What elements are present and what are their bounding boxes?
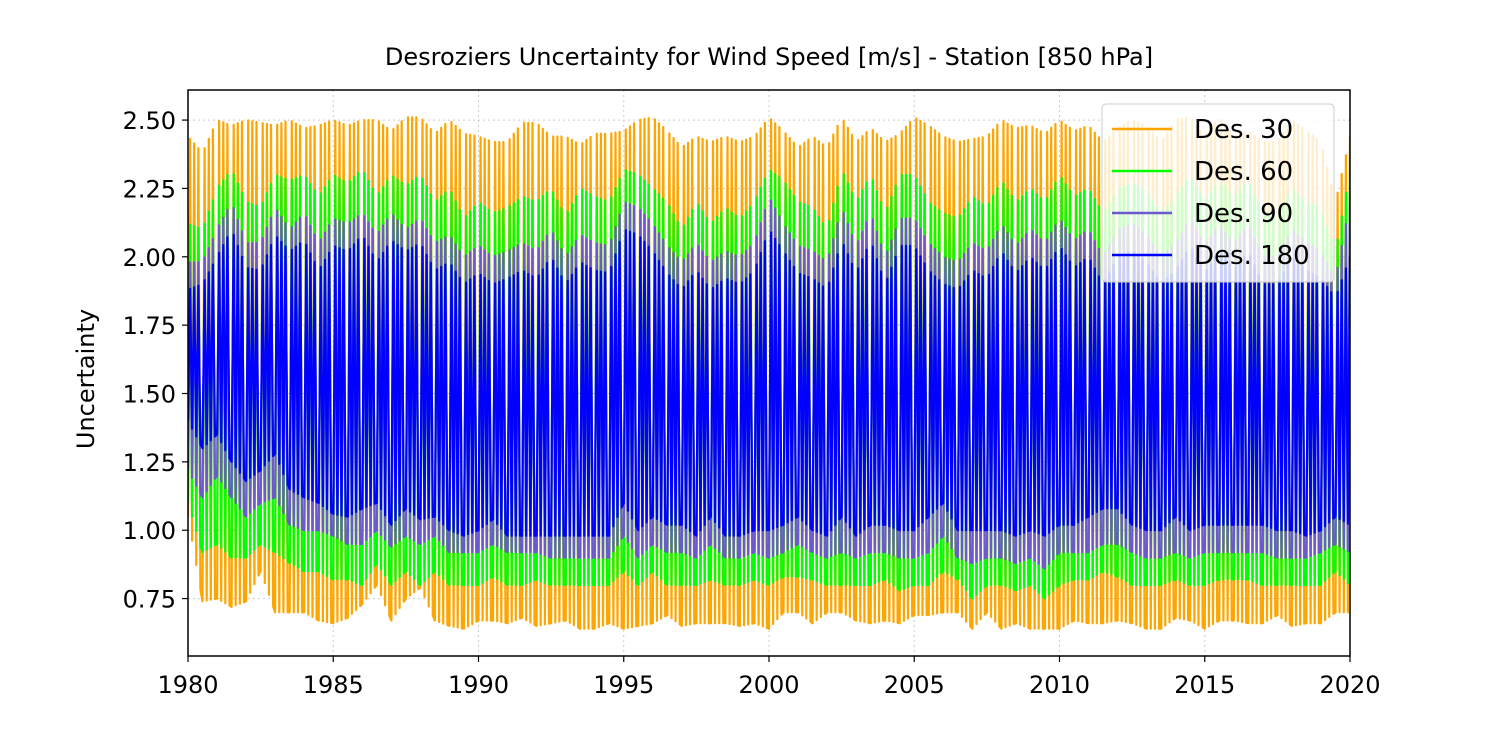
x-tick-label: 2000	[738, 671, 799, 699]
series-line-3	[188, 229, 1350, 537]
series-group	[188, 116, 1350, 630]
x-tick-label: 2010	[1029, 671, 1090, 699]
legend: Des. 30 Des. 60 Des. 90 Des. 180	[1101, 103, 1335, 283]
x-tick-label: 1985	[303, 671, 364, 699]
axis-ticks: 1980 1985 1990 1995 2000 2005 2010 2015 2020 0.75…	[123, 107, 1381, 699]
y-tick-label: 1.25	[123, 449, 176, 477]
x-tick-label: 1990	[448, 671, 509, 699]
x-tick-label: 2015	[1174, 671, 1235, 699]
y-tick-label: 1.00	[123, 517, 176, 545]
y-tick-label: 2.25	[123, 175, 176, 203]
legend-label: Des. 30	[1194, 115, 1293, 145]
y-axis-title: Uncertainty	[72, 309, 100, 449]
y-tick-label: 1.50	[123, 381, 176, 409]
y-tick-label: 2.00	[123, 244, 176, 272]
legend-label: Des. 60	[1194, 157, 1293, 187]
legend-box	[1101, 103, 1335, 283]
x-tick-label: 2005	[884, 671, 945, 699]
x-tick-label: 1995	[593, 671, 654, 699]
x-tick-label: 2020	[1319, 671, 1380, 699]
y-tick-label: 1.75	[123, 312, 176, 340]
legend-label: Des. 180	[1194, 241, 1310, 271]
chart-title: Desroziers Uncertainty for Wind Speed [m…	[385, 43, 1153, 71]
x-tick-label: 1980	[157, 671, 218, 699]
y-tick-label: 0.75	[123, 586, 176, 614]
legend-label: Des. 90	[1194, 199, 1293, 229]
y-tick-label: 2.50	[123, 107, 176, 135]
